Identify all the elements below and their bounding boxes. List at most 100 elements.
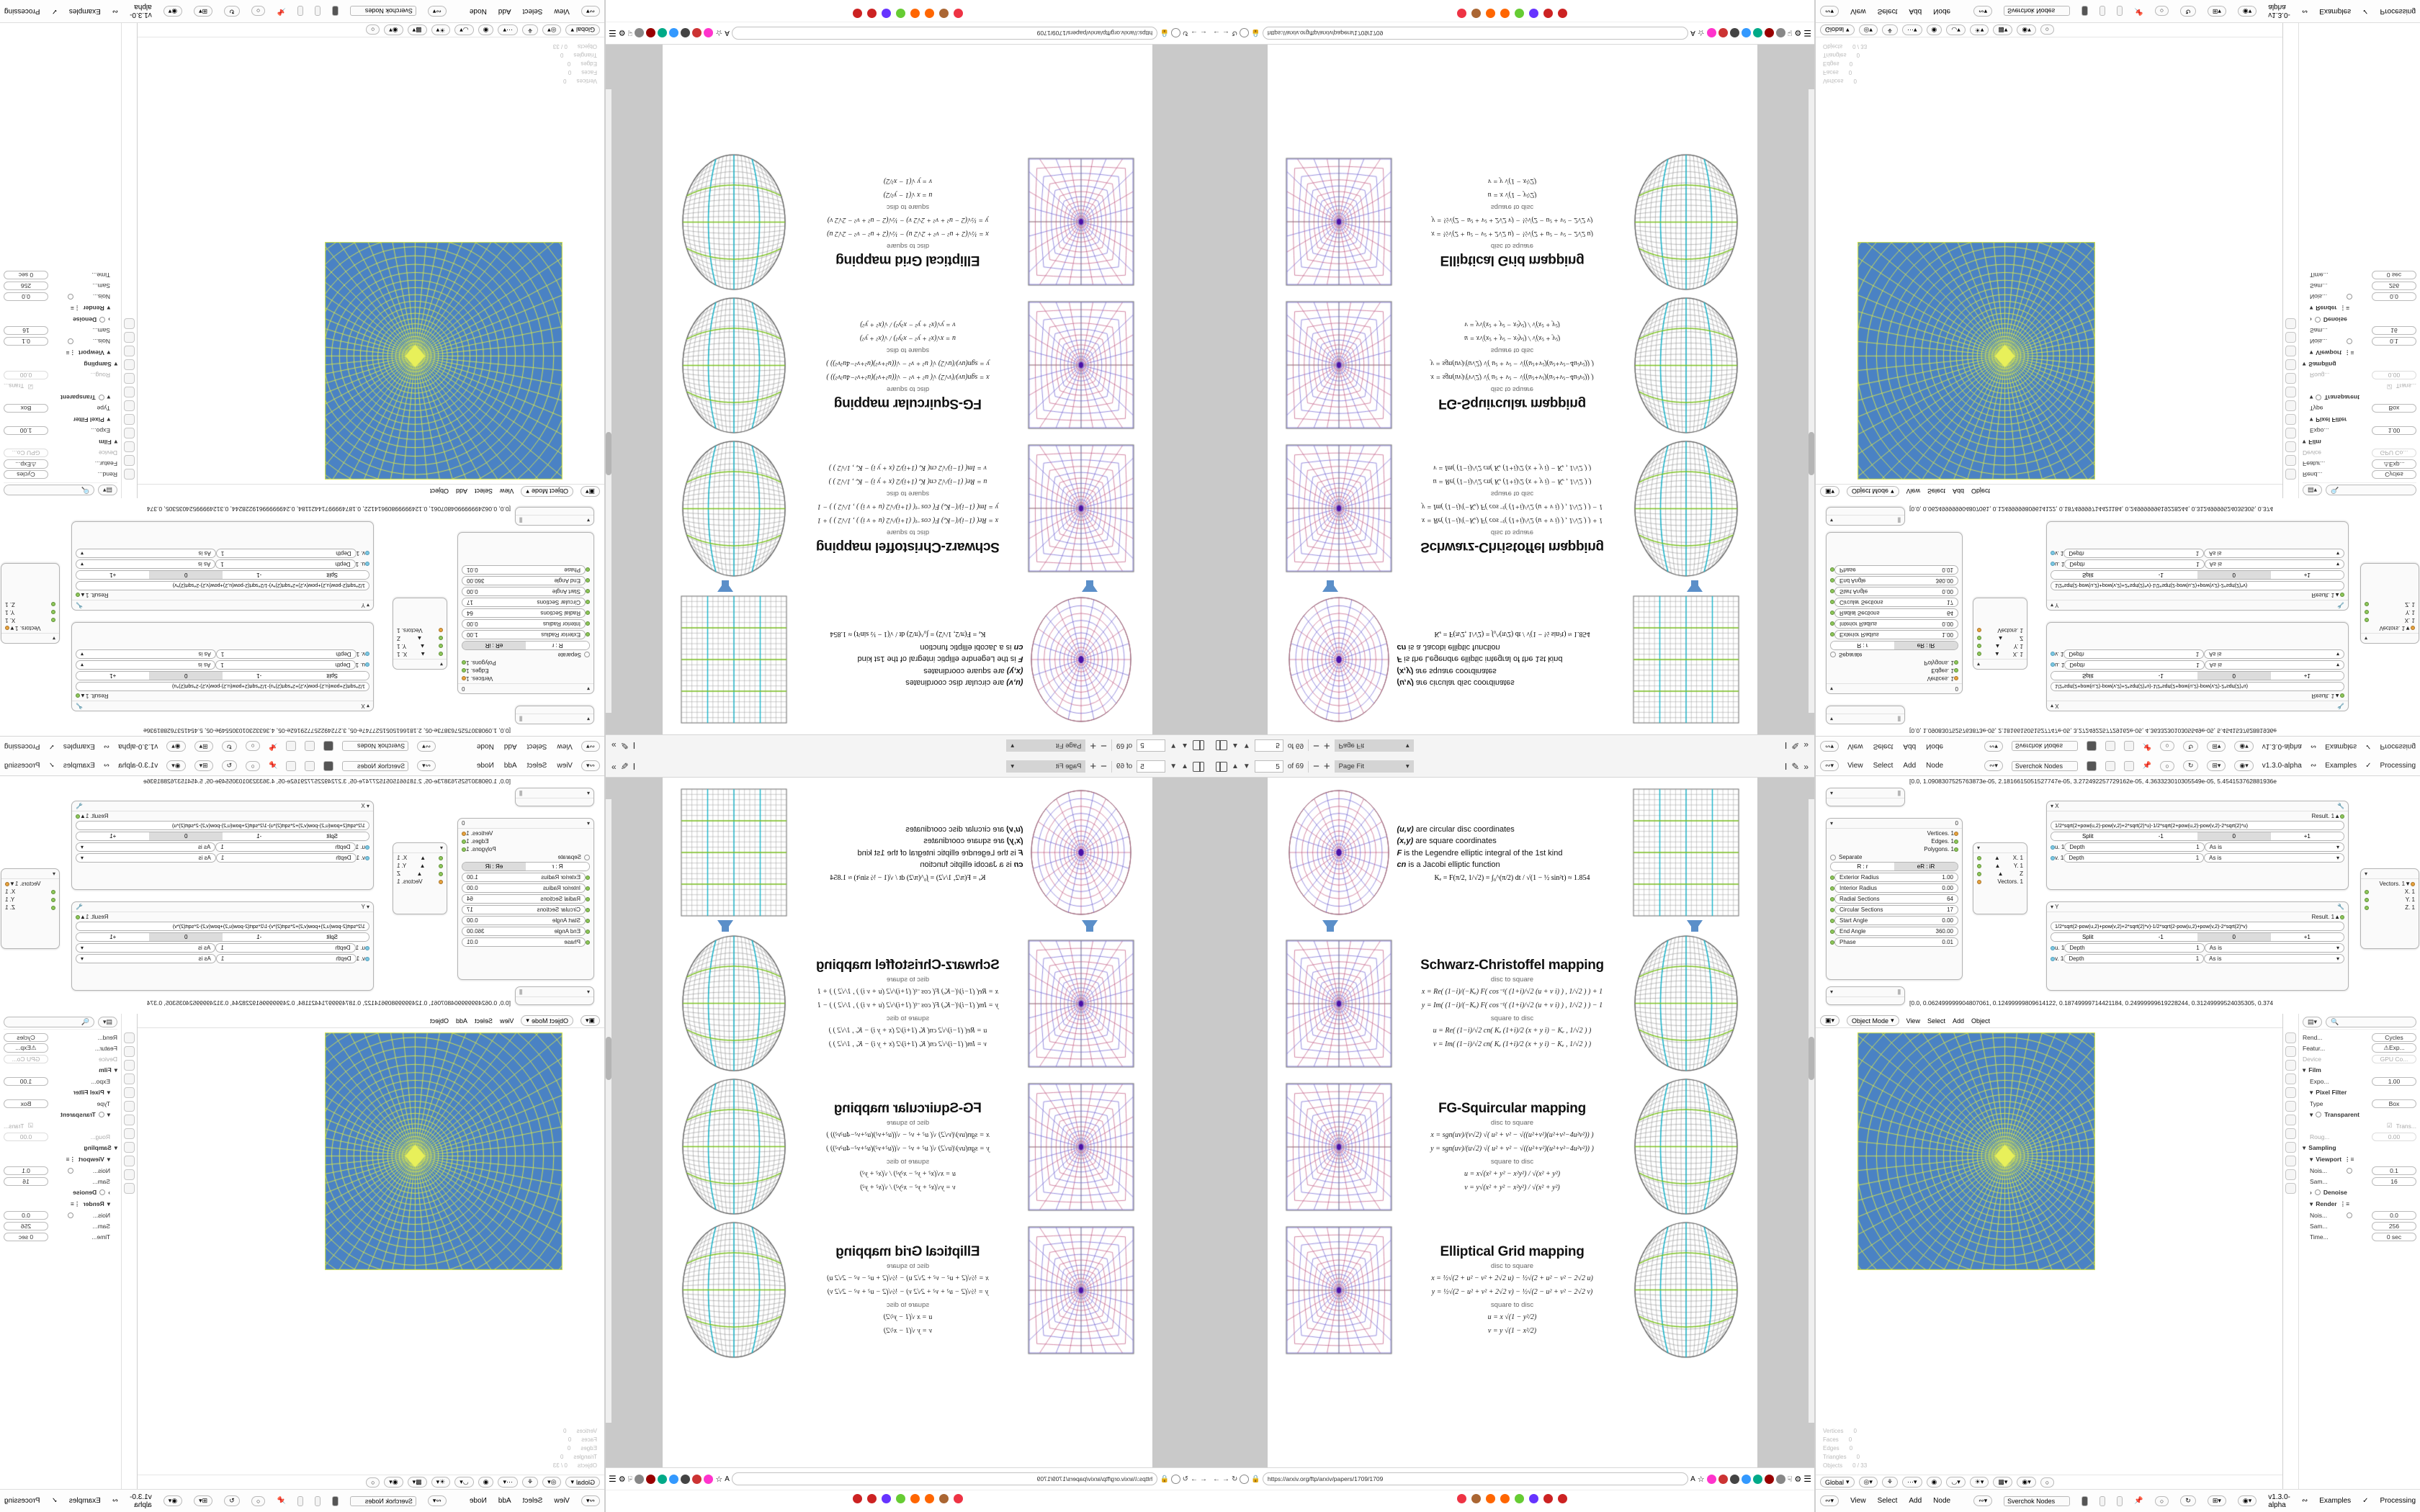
tab-object-icon[interactable]	[124, 400, 135, 411]
processing-check-icon[interactable]: ✓	[48, 742, 55, 750]
zoom-in-button[interactable]: +	[1090, 760, 1097, 773]
viewport-menu-add[interactable]: Add	[1952, 487, 1964, 495]
node-tree-name[interactable]: Sverchok Nodes	[2011, 760, 2078, 771]
node-header[interactable]: ▾	[1, 633, 59, 643]
vector-in-node[interactable]: ▾ ▲ X. 1 ▲ Y. 1 ▲ Z Vectors. 1	[1973, 842, 2027, 914]
tab-physics-icon[interactable]	[124, 1142, 135, 1153]
google2-icon[interactable]	[910, 1494, 920, 1503]
snap-target-icon[interactable]: ⋯▾	[498, 24, 518, 35]
status-menu-node[interactable]: Node	[1933, 7, 1951, 15]
prop-value[interactable]: Cycles	[2372, 470, 2416, 480]
param-value[interactable]: 0.01	[467, 939, 478, 945]
chat-icon[interactable]	[1529, 1494, 1538, 1503]
socket-y-in[interactable]: Y. 1	[5, 609, 55, 616]
orientation-select[interactable]: Global ▾	[1820, 1477, 1855, 1488]
mode-value[interactable]: As is	[2209, 662, 2223, 668]
pivot-icon[interactable]: ◎▾	[542, 1477, 562, 1488]
tab-world-icon[interactable]	[124, 1087, 135, 1098]
mode-erir[interactable]: eR : iR	[1894, 863, 1958, 870]
mode-rr[interactable]: R : r	[1831, 863, 1894, 870]
param-exterior-radius[interactable]: Exterior Radius 1.00	[462, 630, 590, 639]
smiley-icon[interactable]	[1515, 9, 1524, 18]
prop-render-samples[interactable]: Sam... 256	[4, 1220, 117, 1231]
prop-value[interactable]: 0 sec	[2372, 1232, 2416, 1241]
status-menu-select[interactable]: Select	[1877, 7, 1898, 15]
status-menu-add[interactable]: Add	[1909, 7, 1922, 15]
collapse-icon[interactable]: ▾	[52, 870, 55, 877]
mode-value[interactable]: As is	[2209, 945, 2223, 951]
examples-label[interactable]: Examples	[68, 1497, 101, 1505]
param-start-angle[interactable]: Start Angle 0.00	[462, 587, 590, 596]
shield-icon[interactable]	[1240, 1474, 1250, 1484]
vector-out-node[interactable]: ▾ Vectors. 1 ▼ X. 1 Y. 1 Z. 1	[1, 563, 60, 644]
next-page-button[interactable]: ▼	[1242, 742, 1250, 750]
collapse-icon[interactable]: ▾	[439, 845, 443, 851]
prop-time-limit[interactable]: Time... 0 sec	[4, 1231, 117, 1242]
seg-zero[interactable]: 0	[2197, 672, 2271, 680]
back-icon[interactable]: ←	[1213, 29, 1220, 37]
seg-zero[interactable]: 0	[2197, 933, 2271, 941]
sverchok-node-editor[interactable]: [0.0, 1.0908307525763873e-05, 2.18166150…	[1816, 498, 2420, 736]
properties-editor-icon[interactable]: ▤▾	[97, 485, 117, 495]
menu-node[interactable]: Node	[1926, 762, 1944, 770]
node-output-edges[interactable]: Edges. 1	[462, 838, 590, 845]
status-menu-select[interactable]: Select	[522, 1497, 543, 1505]
param-phase[interactable]: Phase 0.01	[1830, 937, 1958, 947]
result-socket-row[interactable]: Result. 1 ▲	[2051, 914, 2344, 920]
scholar-icon[interactable]	[1471, 9, 1481, 18]
google2-icon[interactable]	[910, 9, 920, 18]
shading-icon[interactable]: ◉▾	[2237, 6, 2257, 17]
depth-value[interactable]: 1	[2195, 550, 2200, 557]
prop-render-noise[interactable]: Nois... 0.0	[2303, 292, 2416, 302]
grid-icon[interactable]: ⊞▾	[194, 1495, 213, 1506]
pdf-scrollbar-thumb[interactable]	[606, 432, 611, 475]
prop-render-noise[interactable]: Nois... 0.0	[4, 1210, 117, 1220]
param-value[interactable]: 64	[1947, 610, 1953, 616]
node-header[interactable]: ▾ X 🔧	[2047, 701, 2348, 711]
proportional-edit-icon[interactable]: ◉	[478, 24, 494, 35]
section-pixel-filter[interactable]: ▾ Pixel Filter	[2303, 414, 2416, 426]
presets-icon[interactable]: ⋮≡	[2344, 1155, 2354, 1163]
node-header[interactable]: ▾ Y 🔧	[2047, 902, 2348, 912]
menu-icon[interactable]: ☰	[609, 28, 617, 38]
prop-value[interactable]: 0.00	[4, 1132, 48, 1141]
examples-menu[interactable]: Examples	[63, 762, 95, 770]
zoom-level-select[interactable]: Page Fit ▾	[1334, 739, 1414, 752]
seg-zero[interactable]: 0	[2197, 832, 2271, 840]
radio-icon[interactable]	[2347, 1167, 2353, 1174]
socket-y[interactable]: ▲ Y. 1	[397, 643, 443, 649]
torus-node[interactable]: ▾ 0 Vertices. 1 Edges. 1 Polygons. 1 Sep…	[1826, 532, 1963, 694]
tab-viewlayer-icon[interactable]	[124, 441, 135, 452]
prop-filter-type[interactable]: Type Box	[4, 1098, 117, 1109]
input-v[interactable]: v. 1 Depth 1 As is ▾	[2051, 954, 2344, 963]
search-input[interactable]: 🔍	[2326, 1017, 2416, 1027]
wrench-icon[interactable]: 🔧	[76, 703, 83, 709]
url-bar[interactable]: https://arxiv.org/ftp/arxiv/papers/1709/…	[731, 27, 1158, 40]
account-icon[interactable]: ☟	[1787, 28, 1793, 37]
split-segmented[interactable]: Split -1 0 +1	[76, 570, 369, 580]
account-icon[interactable]: ☟	[1787, 1475, 1793, 1484]
sidebar-toggle-button[interactable]	[1193, 740, 1204, 751]
editor-type-icon[interactable]: ∾▾	[1820, 760, 1839, 771]
prop-render-noise[interactable]: Nois... 0.0	[4, 292, 117, 302]
param-value[interactable]: 360.00	[467, 928, 485, 935]
collapse-icon[interactable]: ▾	[366, 602, 369, 608]
prop-value[interactable]: 1.00	[4, 1076, 48, 1086]
node-header[interactable]: ▾ ||	[516, 987, 593, 997]
reload-icon[interactable]: ↻	[1232, 1475, 1238, 1483]
refresh-icon[interactable]: ↻	[221, 741, 238, 752]
search-input[interactable]: 🔍	[4, 485, 94, 495]
bing-icon[interactable]	[925, 9, 934, 18]
copy-icon[interactable]	[2099, 1495, 2105, 1506]
node-header[interactable]: ▾	[1973, 843, 2027, 853]
shading-solid-icon[interactable]: ○	[2040, 1477, 2055, 1488]
tab-render-icon[interactable]	[2285, 1032, 2296, 1043]
shield2-icon[interactable]	[646, 28, 656, 38]
param-radial-sections[interactable]: Radial Sections 64	[1830, 608, 1958, 618]
pdf-scrollbar[interactable]	[606, 89, 611, 713]
radio-icon[interactable]	[2347, 338, 2353, 345]
section-render-sampling[interactable]: ▾ Render ⋮≡	[4, 302, 117, 314]
vector-out-node[interactable]: ▾ Vectors. 1 ▼ X. 1 Y. 1 Z. 1	[2360, 868, 2419, 949]
menu-add[interactable]: Add	[1903, 742, 1917, 750]
seg-split[interactable]: Split	[2051, 832, 2125, 840]
